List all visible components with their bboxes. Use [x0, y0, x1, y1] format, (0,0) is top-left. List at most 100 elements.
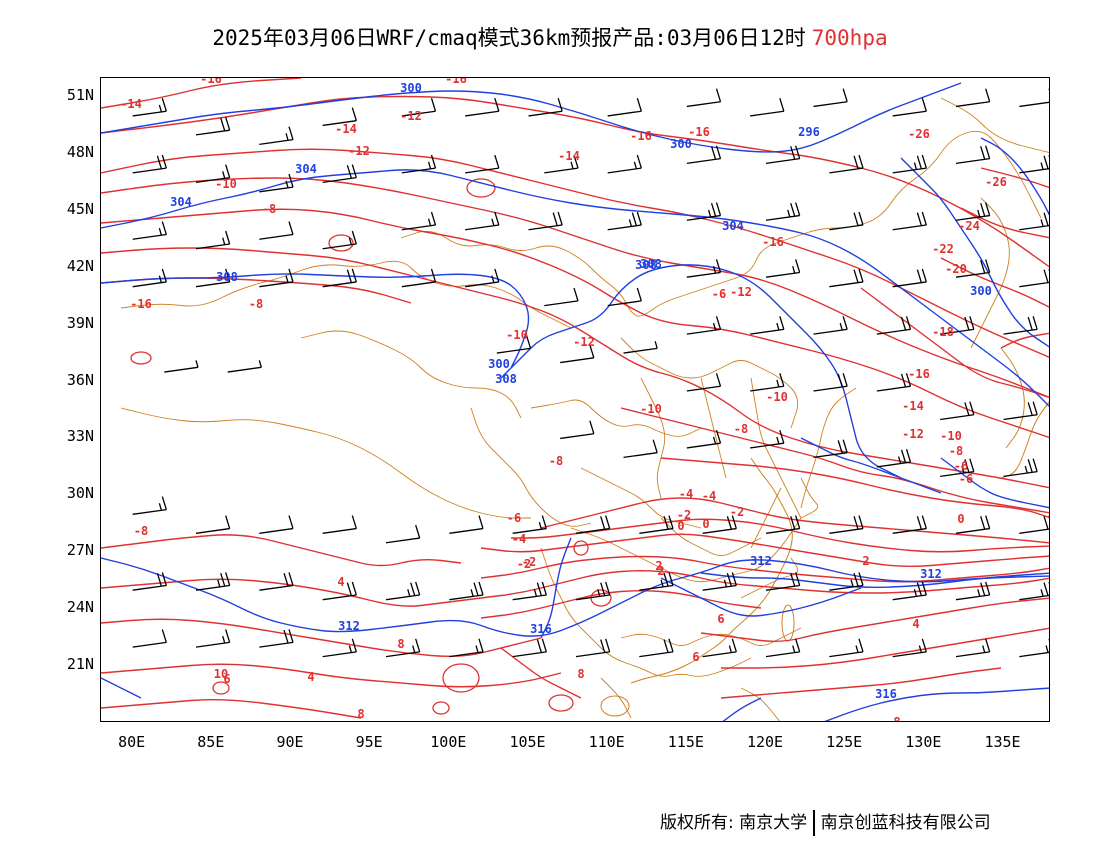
- wind-barb-staff: [702, 527, 737, 534]
- boundary-line-6: [620, 337, 799, 429]
- wind-barb-flag: [726, 572, 733, 587]
- wind-barb-staff: [132, 110, 167, 117]
- wind-barb-flag: [605, 515, 611, 529]
- wind-barb-flag: [668, 515, 674, 529]
- wind-barb-flag: [161, 268, 167, 283]
- wind-barb-staff: [259, 527, 294, 534]
- wind-barb-half-flag: [977, 589, 981, 597]
- isotherm-9: [540, 497, 1049, 544]
- wind-barb-staff: [164, 366, 199, 373]
- wind-barb-staff: [544, 167, 579, 174]
- wind-barb: [1019, 268, 1049, 288]
- height-contour-5: [101, 557, 1049, 637]
- wind-barb-staff: [528, 110, 563, 117]
- wind-barb: [322, 581, 357, 601]
- wind-barb-staff: [876, 328, 911, 335]
- wind-barb-staff: [876, 385, 911, 392]
- temperature-label: -2: [517, 557, 531, 571]
- temperature-label: 4: [337, 575, 344, 589]
- boundary-line-17: [600, 677, 632, 719]
- wind-barb: [132, 221, 167, 240]
- height-label: 312: [920, 567, 942, 581]
- wind-barb-half-flag: [633, 161, 638, 169]
- wind-barb: [955, 202, 991, 221]
- wind-barb: [955, 259, 991, 278]
- company-name: 南京创蓝科技有限公司: [820, 813, 991, 833]
- wind-barb: [132, 496, 167, 515]
- wind-barb: [1019, 638, 1049, 658]
- wind-barb-flag: [853, 516, 859, 530]
- wind-barb-half-flag: [348, 645, 353, 653]
- footer-divider: [813, 810, 815, 836]
- wind-barb-flag: [795, 572, 801, 586]
- wind-barb-flag: [600, 582, 606, 596]
- temperature-label: -6: [712, 287, 726, 301]
- temperature-label: -12: [348, 144, 370, 158]
- wind-barb-half-flag: [427, 161, 432, 169]
- temperature-label: -16: [130, 297, 152, 311]
- isotherm-18: [101, 663, 562, 688]
- wind-barb-staff: [227, 366, 262, 373]
- wind-barb-flag: [536, 582, 543, 596]
- wind-barb-staff: [876, 461, 911, 468]
- wind-barb-flag: [156, 155, 163, 170]
- wind-barb-flag: [779, 316, 785, 330]
- height-contour-3: [500, 264, 902, 479]
- wind-barb-flag: [430, 211, 437, 226]
- wind-barb: [259, 173, 294, 193]
- wind-barb: [765, 145, 801, 165]
- wind-barb-flag: [430, 268, 437, 283]
- wind-barb-flag: [964, 316, 970, 331]
- wind-barb: [686, 202, 722, 221]
- temperature-label: -14: [902, 399, 924, 413]
- wind-barb-flag: [161, 154, 167, 169]
- temperature-label: 0: [677, 519, 684, 533]
- wind-barb-staff: [195, 527, 230, 534]
- longitude-tick-label: 85E: [197, 733, 225, 751]
- wind-barb: [385, 581, 421, 601]
- temperature-label: 4: [307, 670, 314, 684]
- wind-barb-flag: [161, 98, 167, 112]
- wind-barb: [560, 344, 595, 364]
- wind-barb-half-flag: [1040, 219, 1044, 227]
- height-contour-1: [101, 169, 1049, 407]
- wind-barb-flag: [346, 582, 353, 596]
- wind-barb-flag: [541, 515, 547, 529]
- wind-barb-staff: [829, 584, 864, 591]
- wind-barb: [195, 629, 231, 648]
- wind-barb-staff: [401, 167, 436, 174]
- wind-barb: [195, 515, 231, 534]
- wind-barb: [876, 448, 912, 468]
- boundary-line-11: [700, 377, 727, 479]
- wind-barb-staff: [686, 271, 721, 278]
- wind-barb-half-flag: [792, 265, 796, 274]
- boundary-line-7: [570, 517, 802, 583]
- boundary-line-9: [620, 627, 802, 646]
- height-label: 316: [530, 622, 552, 636]
- wind-barb-flag: [552, 212, 558, 226]
- wind-barb-staff: [259, 584, 294, 591]
- wind-barb: [765, 572, 801, 591]
- wind-barb-staff: [765, 157, 800, 165]
- temperature-label: -26: [908, 127, 930, 141]
- wind-barb-staff: [195, 176, 230, 183]
- wind-barb-flag: [663, 572, 669, 587]
- isotherm-26: [940, 257, 1049, 308]
- wind-barb-flag: [731, 638, 737, 653]
- wind-barb-staff: [322, 243, 357, 250]
- wind-barb-flag: [1027, 316, 1033, 331]
- temperature-label: 2: [862, 554, 869, 568]
- wind-barb-half-flag: [897, 456, 902, 464]
- wind-barb: [639, 515, 674, 534]
- wind-barb-flag: [536, 639, 543, 653]
- wind-barb-flag: [525, 335, 532, 349]
- wind-barb-flag: [225, 116, 231, 131]
- wind-barb-flag: [346, 165, 353, 179]
- wind-barb-flag: [1027, 402, 1033, 416]
- wind-barb-staff: [955, 651, 990, 658]
- wind-barb: [385, 638, 421, 658]
- wind-barb: [892, 154, 927, 174]
- wind-barb-flag: [853, 155, 859, 170]
- wind-barb: [955, 581, 991, 601]
- temperature-label: -14: [558, 149, 580, 163]
